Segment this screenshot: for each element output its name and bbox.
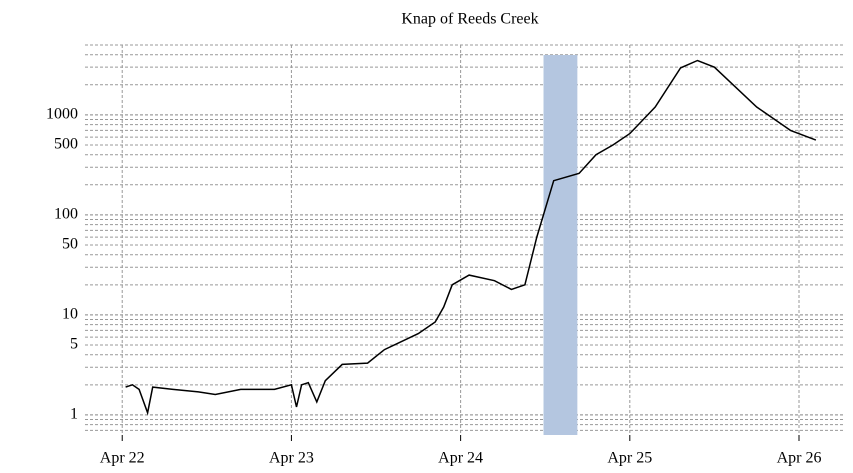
y-tick-label: 500 xyxy=(54,136,78,153)
x-tick-label: Apr 24 xyxy=(438,450,483,467)
line xyxy=(125,59,817,416)
x-tick-label: Apr 25 xyxy=(607,450,652,467)
x-tick-label: Apr 22 xyxy=(100,450,145,467)
y-tick-label: 50 xyxy=(62,236,78,253)
highlight-band xyxy=(543,55,578,435)
x-tick-label: Apr 23 xyxy=(269,450,314,467)
y-tick-label: 1000 xyxy=(46,106,78,123)
y-tick-label: 100 xyxy=(54,206,78,223)
y-tick-label: 1 xyxy=(70,406,78,423)
x-tick-label: Apr 26 xyxy=(777,450,822,467)
y-tick-label: 5 xyxy=(70,336,78,353)
y-tick-label: 10 xyxy=(62,306,78,323)
chart-title: Knap of Reeds Creek xyxy=(401,11,538,28)
